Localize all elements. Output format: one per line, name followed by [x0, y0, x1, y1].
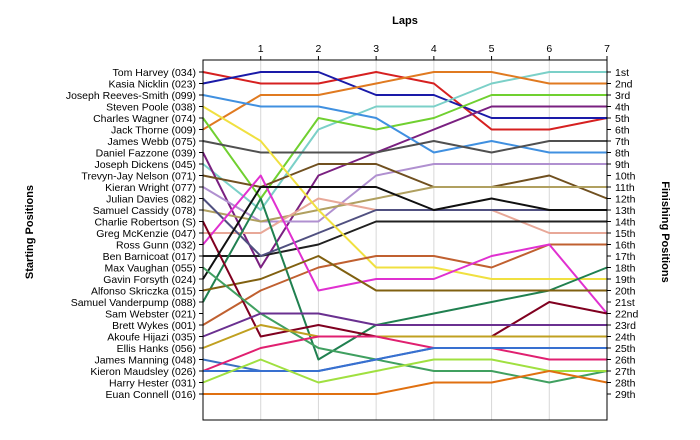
finishing-position-label: 12th	[615, 194, 636, 206]
starting-driver-label: Kieron Maudsley (026)	[90, 366, 196, 378]
driver-line	[202, 255, 607, 292]
driver-line	[202, 71, 607, 119]
starting-driver-label: James Manning (048)	[94, 355, 196, 367]
finishing-position-label: 1st	[615, 67, 629, 79]
driver-line	[202, 163, 608, 200]
starting-driver-label: Greg McKenzie (047)	[96, 228, 196, 240]
finishing-position-label: 27th	[615, 366, 636, 378]
starting-driver-label: Harry Hester (031)	[109, 378, 196, 390]
driver-line	[202, 174, 608, 315]
finishing-position-label: 7th	[615, 136, 630, 148]
driver-line	[202, 140, 607, 154]
starting-driver-label: Samuel Vanderpump (088)	[71, 297, 196, 309]
driver-line	[202, 71, 607, 131]
driver-line	[202, 197, 607, 257]
starting-driver-label: Steven Poole (038)	[106, 102, 196, 114]
finishing-position-label: 25th	[615, 343, 636, 355]
finishing-position-label: 23rd	[615, 320, 636, 332]
finishing-position-label: 22nd	[615, 309, 639, 321]
lap-number-label: 3	[373, 43, 379, 55]
finishing-position-label: 6th	[615, 125, 630, 137]
finishing-position-label: 21st	[615, 297, 635, 309]
starting-driver-label: Jack Thorne (009)	[111, 125, 196, 137]
starting-driver-label: Samuel Cassidy (078)	[93, 205, 196, 217]
finishing-position-label: 13th	[615, 205, 636, 217]
driver-line	[203, 347, 607, 372]
driver-line	[202, 243, 607, 326]
finishing-position-label: 14th	[615, 217, 636, 229]
left-axis-label: Starting Positions	[24, 185, 36, 279]
finishing-position-label: 2nd	[615, 79, 633, 91]
finishing-position-label: 4th	[615, 102, 630, 114]
driver-line	[202, 312, 607, 338]
driver-line	[202, 186, 607, 280]
finishing-position-label: 15th	[615, 228, 636, 240]
starting-driver-label: Alfonso Skriczka (015)	[91, 286, 196, 298]
chart-title: Laps	[392, 15, 418, 27]
starting-driver-label: Kasia Nicklin (023)	[108, 79, 196, 91]
starting-driver-label: Akoufe Hijazi (035)	[107, 332, 196, 344]
starting-driver-label: Gavin Forsyth (024)	[103, 274, 196, 286]
driver-line	[202, 71, 608, 131]
finishing-position-label: 20th	[615, 286, 636, 298]
starting-driver-label: Joseph Reeves-Smith (099)	[66, 90, 196, 102]
starting-driver-label: Julian Davies (082)	[106, 194, 196, 206]
finishing-position-label: 29th	[615, 389, 636, 401]
lap-number-label: 5	[489, 43, 495, 55]
finishing-position-label: 3rd	[615, 90, 630, 102]
finishing-position-label: 26th	[615, 355, 636, 367]
starting-driver-label: Sam Webster (021)	[105, 309, 196, 321]
starting-driver-label: Charles Wagner (074)	[93, 113, 196, 125]
starting-driver-label: Euan Connell (016)	[106, 389, 196, 401]
lap-number-label: 4	[431, 43, 437, 55]
lap-number-label: 2	[316, 43, 322, 55]
starting-driver-label: Max Vaughan (055)	[105, 263, 196, 275]
driver-line	[202, 197, 608, 361]
finishing-position-label: 19th	[615, 274, 636, 286]
lap-number-label: 6	[546, 43, 552, 55]
starting-driver-label: Ellis Hanks (056)	[117, 343, 196, 355]
finishing-position-label: 17th	[615, 251, 636, 263]
finishing-position-label: 9th	[615, 159, 630, 171]
finishing-position-label: 16th	[615, 240, 636, 252]
finishing-position-label: 10th	[615, 171, 636, 183]
finishing-position-label: 11th	[615, 182, 635, 194]
starting-driver-label: Kieran Wright (077)	[105, 182, 196, 194]
starting-driver-label: Joseph Dickens (045)	[94, 159, 196, 171]
driver-line	[202, 94, 607, 154]
driver-line	[203, 220, 607, 257]
lap-number-label: 7	[604, 43, 610, 55]
driver-line	[202, 324, 607, 349]
driver-line	[202, 358, 607, 384]
driver-line	[202, 163, 607, 223]
starting-driver-label: Daniel Fazzone (039)	[96, 148, 196, 160]
starting-driver-label: Ben Barnicoat (017)	[103, 251, 196, 263]
starting-driver-label: James Webb (075)	[107, 136, 196, 148]
driver-line	[203, 370, 608, 395]
finishing-position-label: 28th	[615, 378, 636, 390]
starting-driver-label: Brett Wykes (001)	[112, 320, 196, 332]
starting-driver-label: Tom Harvey (034)	[113, 67, 196, 79]
driver-line	[202, 105, 607, 280]
driver-line	[202, 186, 607, 223]
driver-line	[202, 335, 607, 372]
starting-driver-label: Ross Gunn (032)	[116, 240, 196, 252]
finishing-position-label: 24th	[615, 332, 636, 344]
finishing-position-label: 8th	[615, 148, 630, 160]
right-axis-label: Finishing Positions	[659, 181, 671, 282]
starting-driver-label: Trevyn-Jay Nelson (071)	[81, 171, 196, 183]
driver-line	[202, 94, 607, 200]
starting-driver-label: Charlie Robertson (S)	[94, 217, 196, 229]
finishing-position-label: 5th	[615, 113, 630, 125]
finishing-position-label: 18th	[615, 263, 636, 275]
lap-number-label: 1	[258, 43, 264, 55]
plot-frame	[202, 59, 608, 421]
